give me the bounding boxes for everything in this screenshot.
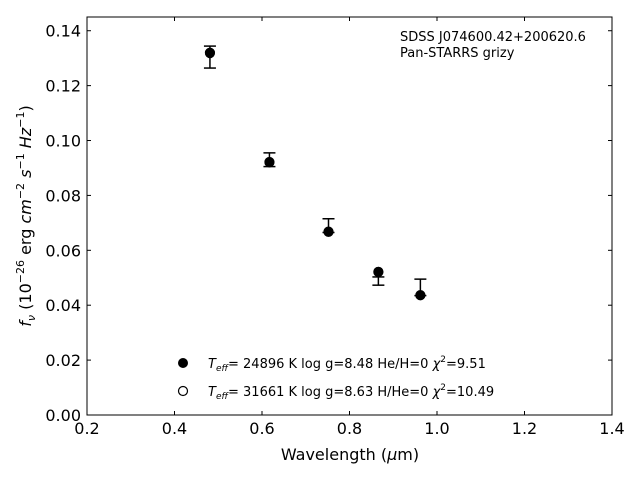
y-tick-label: 0.06 [45, 241, 81, 260]
survey-annotation: Pan-STARRS grizy [400, 46, 515, 61]
legend-label-2: Teff= 31661 K log g=8.63 H/He=0 χ2=10.49 [208, 383, 494, 402]
x-tick-label: 1.0 [424, 419, 449, 438]
x-tick-label: 0.6 [249, 419, 274, 438]
y-axis-label: fν (10−26 erg cm−2 s−1 Hz−1) [14, 105, 38, 326]
x-tick-label: 1.4 [599, 419, 624, 438]
y-tick-label: 0.04 [45, 296, 81, 315]
filled-model-point [204, 48, 215, 59]
filled-model-point [415, 290, 426, 301]
axis-ticks: 0.2 0.4 0.6 0.8 1.0 1.2 1.4 0.00 0.02 0.04 0.06 0.0… [45, 17, 625, 438]
x-tick-label: 0.2 [74, 419, 99, 438]
x-tick-label: 0.4 [162, 419, 187, 438]
legend-marker-filled [178, 358, 188, 368]
y-tick-label: 0.00 [45, 406, 81, 425]
filled-model-point [373, 266, 384, 277]
filled-model-point [264, 157, 275, 168]
legend-label-1: Teff= 24896 K log g=8.48 He/H=0 χ2=9.51 [208, 355, 486, 374]
x-axis-label: Wavelength (μm) [281, 445, 419, 464]
x-tick-label: 1.2 [512, 419, 537, 438]
legend: Teff= 24896 K log g=8.48 He/H=0 χ2=9.51 … [177, 355, 494, 402]
y-tick-label: 0.10 [45, 132, 81, 151]
object-name-annotation: SDSS J074600.42+200620.6 [400, 30, 586, 45]
filled-model-point [323, 226, 334, 237]
y-tick-label: 0.02 [45, 351, 81, 370]
y-tick-label: 0.14 [45, 22, 81, 41]
error-bars [203, 45, 427, 297]
y-tick-label: 0.12 [45, 77, 81, 96]
y-tick-label: 0.08 [45, 186, 81, 205]
model-markers [204, 47, 426, 301]
plot-frame [86, 16, 613, 416]
legend-marker-open [177, 385, 189, 397]
x-tick-label: 0.8 [337, 419, 362, 438]
